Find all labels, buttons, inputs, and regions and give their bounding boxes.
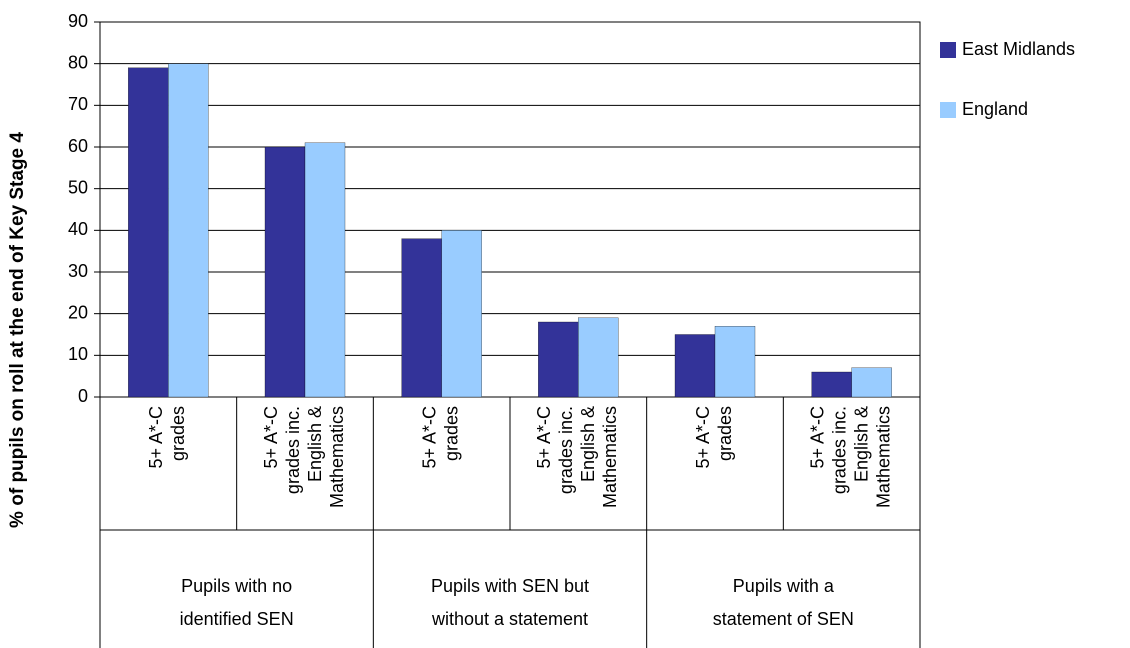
legend-label: England xyxy=(962,99,1028,119)
x-tick-label: 5+ A*-C xyxy=(693,406,713,469)
bar xyxy=(401,238,442,398)
x-tick-label: English & xyxy=(578,406,598,482)
x-tick-label: English & xyxy=(305,406,325,482)
x-tick-label: 5+ A*-C xyxy=(146,406,166,469)
y-tick-label: 0 xyxy=(78,386,88,406)
bar xyxy=(674,334,716,398)
x-tick-label: grades inc. xyxy=(283,406,303,494)
y-tick-label: 30 xyxy=(68,261,88,281)
bar xyxy=(851,367,892,398)
group-label: identified SEN xyxy=(180,609,294,629)
y-tick-label: 60 xyxy=(68,136,88,156)
x-tick-label: grades xyxy=(441,406,461,461)
y-tick-label: 40 xyxy=(68,219,88,239)
x-tick-label: grades inc. xyxy=(829,406,849,494)
bar xyxy=(811,371,852,398)
group-label: Pupils with a xyxy=(733,576,835,596)
group-label: statement of SEN xyxy=(713,609,854,629)
y-tick-label: 80 xyxy=(68,52,88,72)
group-label: Pupils with no xyxy=(181,576,292,596)
bar xyxy=(304,142,346,398)
legend-swatch xyxy=(940,102,956,118)
y-tick-label: 10 xyxy=(68,344,88,364)
x-tick-label: 5+ A*-C xyxy=(419,406,439,469)
group-label: without a statement xyxy=(431,609,588,629)
y-tick-label: 50 xyxy=(68,177,88,197)
legend-swatch xyxy=(940,42,956,58)
bar xyxy=(441,230,482,398)
group-label: Pupils with SEN but xyxy=(431,576,589,596)
y-axis-label: % of pupils on roll at the end of Key St… xyxy=(7,132,28,528)
y-tick-label: 70 xyxy=(68,94,88,114)
legend-label: East Midlands xyxy=(962,39,1075,59)
bar xyxy=(168,63,209,398)
x-tick-label: Mathematics xyxy=(873,406,893,508)
x-tick-label: grades xyxy=(168,406,188,461)
y-tick-label: 90 xyxy=(68,11,88,31)
x-tick-label: 5+ A*-C xyxy=(534,406,554,469)
y-tick-label: 20 xyxy=(68,302,88,322)
x-tick-label: English & xyxy=(851,406,871,482)
bar xyxy=(538,321,579,398)
x-tick-label: Mathematics xyxy=(600,406,620,508)
x-tick-label: Mathematics xyxy=(327,406,347,508)
x-tick-label: 5+ A*-C xyxy=(807,406,827,469)
x-tick-label: grades inc. xyxy=(556,406,576,494)
x-tick-label: grades xyxy=(715,406,735,461)
x-tick-label: 5+ A*-C xyxy=(261,406,281,469)
bar xyxy=(714,326,756,398)
plot-frame xyxy=(99,21,921,398)
bar xyxy=(578,317,619,398)
bar xyxy=(264,146,306,398)
bar xyxy=(128,67,169,398)
